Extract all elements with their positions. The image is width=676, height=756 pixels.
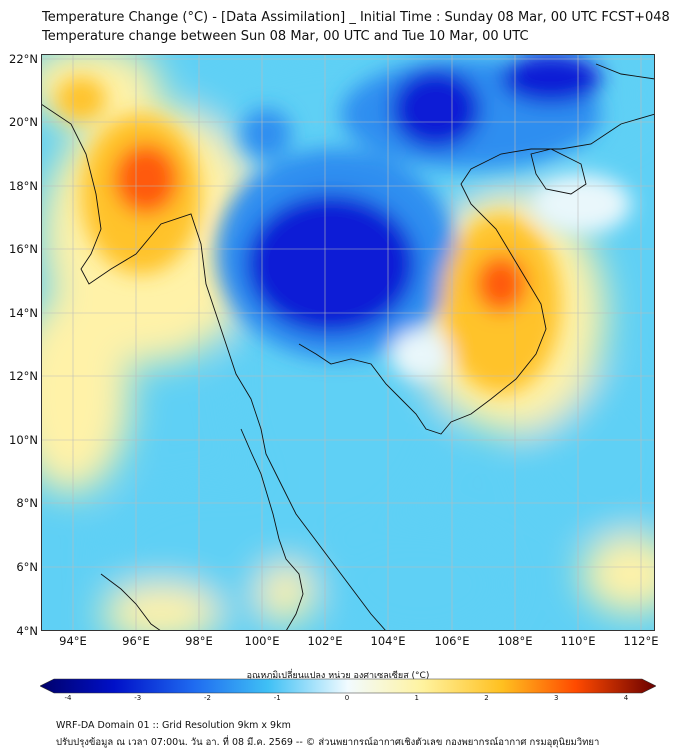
colorbar-tick-label: -1 — [273, 694, 281, 702]
colorbar — [40, 678, 656, 694]
coastlines — [41, 63, 655, 631]
lat-label: 16°N — [9, 242, 38, 256]
lon-label: 106°E — [434, 634, 470, 648]
colorbar-tick-label: -2 — [204, 694, 211, 702]
lat-label: 10°N — [9, 433, 38, 447]
graticule — [41, 54, 655, 631]
lat-label: 6°N — [16, 560, 38, 574]
footer-update-info: ปรับปรุงข้อมูล ณ เวลา 07:00น. วัน อา. ที… — [56, 737, 600, 748]
temperature-change-map — [41, 54, 655, 631]
map-border — [41, 54, 655, 631]
lon-label: 100°E — [244, 634, 280, 648]
map-subtitle: Temperature change between Sun 08 Mar, 0… — [42, 29, 529, 44]
lon-label: 112°E — [623, 634, 659, 648]
map-canvas — [41, 54, 655, 631]
colorbar-title: อุณหภูมิเปลี่ยนแปลง หน่วย องศาเซลเซียส (… — [246, 671, 430, 681]
lat-label: 8°N — [16, 496, 38, 510]
lon-label: 98°E — [185, 634, 213, 648]
colorbar-tick-label: 2 — [484, 694, 489, 702]
field-layer-core — [56, 54, 631, 394]
lat-label: 12°N — [9, 369, 38, 383]
lon-label: 104°E — [370, 634, 406, 648]
colorbar-gradient — [40, 678, 656, 694]
colorbar-tick-label: 1 — [414, 694, 419, 702]
lat-label: 18°N — [9, 179, 38, 193]
lon-label: 102°E — [307, 634, 343, 648]
lon-label: 108°E — [497, 634, 533, 648]
colorbar-tick-label: 3 — [554, 694, 559, 702]
lon-label: 96°E — [122, 634, 150, 648]
colorbar-tick-label: 0 — [344, 694, 350, 702]
colorbar-tick-label: -3 — [134, 694, 142, 702]
colorbar-tick-label: 4 — [623, 694, 629, 702]
map-title: Temperature Change (°C) - [Data Assimila… — [42, 10, 670, 25]
lon-label: 94°E — [59, 634, 87, 648]
lon-label: 110°E — [560, 634, 596, 648]
lat-label: 4°N — [16, 624, 38, 638]
colorbar-tick-label: -4 — [64, 694, 72, 702]
lat-label: 22°N — [9, 52, 38, 66]
footer-model-info: WRF-DA Domain 01 :: Grid Resolution 9km … — [56, 720, 291, 731]
lat-label: 14°N — [9, 306, 38, 320]
lat-label: 20°N — [9, 115, 38, 129]
